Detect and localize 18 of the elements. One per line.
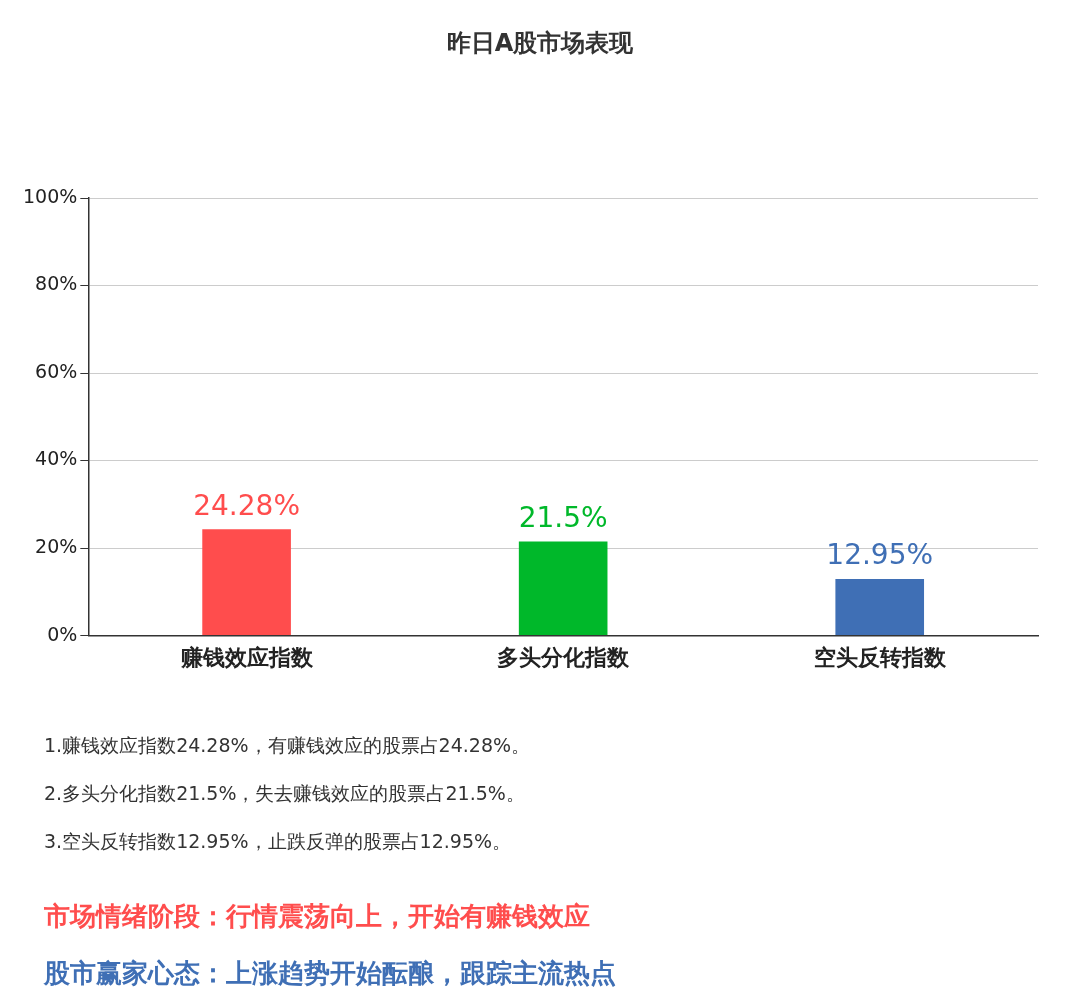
text: 2.多头分化指数21.5%，失去赚钱效应的股票占21.5%。 <box>44 781 526 806</box>
y-tick-label: 80% <box>35 272 78 295</box>
data-label: 12.95% <box>826 538 934 572</box>
chart-title: 昨日A股市场表现 <box>446 29 635 58</box>
data-label: 21.5% <box>518 500 608 534</box>
text: 股市赢家心态：上涨趋势开始酝酿，跟踪主流热点 <box>44 957 617 990</box>
text: 1.赚钱效应指数24.28%，有赚钱效应的股票占24.28%。 <box>44 733 532 758</box>
text: 市场情绪阶段：行情震荡向上，开始有赚钱效应 <box>44 900 591 933</box>
y-tick-label: 0% <box>47 622 78 645</box>
y-tick-label: 100% <box>22 184 78 207</box>
y-tick-label: 40% <box>35 447 78 470</box>
y-tick-label: 60% <box>35 359 78 382</box>
x-tick-label: 多头分化指数 <box>497 644 631 670</box>
x-tick-label: 赚钱效应指数 <box>179 644 314 670</box>
x-tick-label: 空头反转指数 <box>813 644 947 670</box>
data-label: 24.28% <box>193 488 300 522</box>
y-tick-label: 20% <box>35 535 78 558</box>
text: 3.空头反转指数12.95%，止跌反弹的股票占12.95%。 <box>44 829 513 854</box>
